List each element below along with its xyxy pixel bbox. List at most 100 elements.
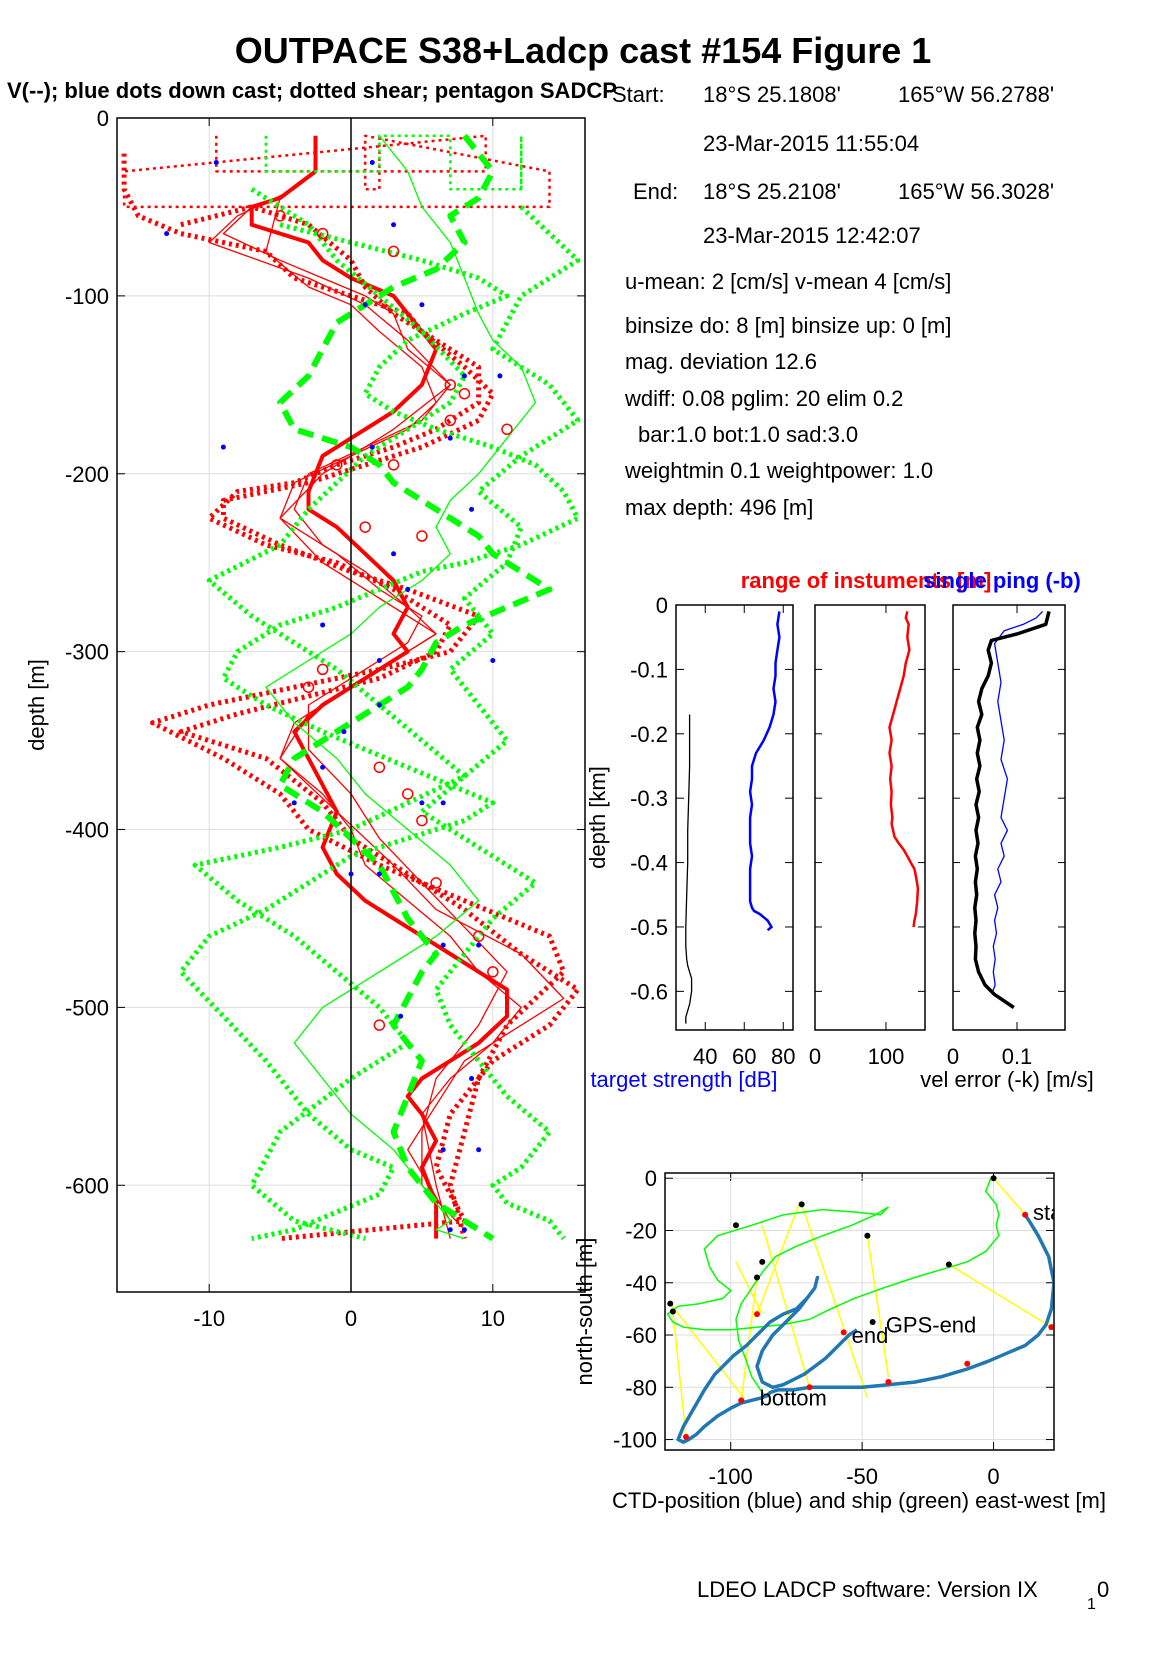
downcast-dot [164,231,170,237]
sadcp-marker [302,681,315,693]
downcast-dot [376,658,382,664]
weights-bar: bar:1.0 bot:1.0 sad:3.0 [638,422,858,447]
position-label-start: start [1033,1200,1076,1225]
vel-error-panel: 0 0.1 single ping (-b) vel error (-k) [m/s] [920,568,1094,1092]
range-panel: 0 100 range of instuments [m] [741,568,992,1069]
downcast-dot [469,506,475,512]
y-tick-label: -80 [625,1375,657,1400]
downcast-dot [440,1147,446,1153]
vel-error-series-group [973,610,1051,1009]
y-tick-label: -100 [65,284,109,309]
sadcp-marker [472,930,485,942]
y-tick-label: -0.2 [630,722,668,747]
y-tick-label: -60 [625,1323,657,1348]
software-version: LDEO LADCP software: Version IX [697,1577,1038,1602]
downcast-dot [369,159,375,165]
ship-position-dot [869,1318,876,1325]
ship-position-dot [753,1274,760,1281]
y-tick-label: -0.3 [630,786,668,811]
downcast-dot [320,764,326,770]
target-strength-series-blue [748,611,781,932]
target-strength-series-group [685,611,781,1024]
y-tick-label: -300 [65,640,109,665]
x-tick-label: 0 [947,1044,959,1069]
y-tick-label: -0.1 [630,657,668,682]
sadcp-marker [373,761,386,774]
downcast-dot [213,159,219,165]
velocity-profile-frame [116,117,586,1293]
position-y-label: north-south [m] [572,1238,597,1386]
y-tick-label: 0 [656,593,668,618]
figure-subtitle: V(--); blue dots down cast; dotted shear… [7,78,617,103]
x-tick-label: -100 [709,1464,753,1489]
y-tick-label: 0 [645,1166,657,1191]
weight-params: weightmin 0.1 weightpower: 1.0 [624,458,933,483]
ship-position-dot [945,1261,952,1268]
yellow-link [735,1261,763,1315]
range-title: range of instuments [m] [741,568,992,593]
sadcp-marker [416,814,428,827]
downcast-dot [341,729,347,735]
downcast-dot [391,551,397,557]
velocity-series-group [121,118,581,1292]
vel-error-series-black [973,610,1051,1009]
sadcp-marker [387,459,400,471]
downcast-dot [419,800,425,806]
ship-position-dot [990,1175,997,1182]
sadcp-marker [487,966,499,978]
downcast-dot [447,1227,453,1233]
vel-error-series-blue [992,610,1044,1008]
downcast-dot [419,302,425,308]
mag-deviation: mag. deviation 12.6 [625,349,817,374]
ctd-position-dot [964,1360,971,1367]
end-time: 23-Mar-2015 12:42:07 [703,223,921,248]
range-frame [814,604,926,1031]
x-tick-label: -10 [193,1306,225,1331]
end-label: End: [633,179,678,204]
position-panel: -100 -50 0 0 -20 -40 -60 -80 -100 start endGPS-end… [572,1166,1106,1513]
downcast-dot [220,444,226,450]
velocity-series-green-10 [419,205,581,1241]
target-strength-x-label: target strength [dB] [590,1067,777,1092]
ctd-position-dot [885,1379,892,1386]
ctd-position-dot [753,1311,760,1318]
x-tick-label: 0 [345,1306,357,1331]
ctd-position-dot [738,1397,745,1404]
ship-position-dot [864,1232,871,1239]
downcast-dot [440,942,446,948]
sadcp-marker [316,227,329,240]
yellow-link [672,1311,687,1438]
ctd-position-dot [806,1384,813,1391]
range-series-red [888,611,920,928]
sadcp-marker [387,245,400,258]
sadcp-marker [444,379,457,391]
target-strength-frame [675,604,794,1031]
velocity-series-red-6 [122,134,551,209]
mean-velocities: u-mean: 2 [cm/s] v-mean 4 [cm/s] [625,269,951,294]
end-lat: 18°S 25.2108' [703,179,841,204]
velocity-series-green-12 [264,134,523,191]
x-tick-label: 100 [868,1044,905,1069]
sadcp-marker [430,877,442,889]
sadcp-marker [331,459,343,471]
target-strength-panel: 40 60 80 0 -0.1 -0.2 -0.3 -0.4 -0.5 -0.6 depth [km… [585,593,795,1092]
downcast-dot [440,800,446,806]
x-tick-label: 80 [771,1044,795,1069]
velocity-series-red-4 [121,153,567,1240]
wdiff-params: wdiff: 0.08 pglim: 20 elim 0.2 [624,386,903,411]
downcast-dot [447,435,453,441]
sadcp-marker [359,521,371,533]
y-tick-label: -500 [65,995,109,1020]
sadcp-marker [274,210,286,222]
sadcp-marker [458,387,471,400]
start-lat: 18°S 25.1808' [703,82,841,107]
y-tick-label: -40 [625,1271,657,1296]
sadcp-marker [401,788,414,800]
downcast-dot [405,586,411,592]
downcast-dot [469,1076,475,1082]
velocity-series-green-11 [192,187,467,1242]
yellow-link [761,1225,811,1388]
